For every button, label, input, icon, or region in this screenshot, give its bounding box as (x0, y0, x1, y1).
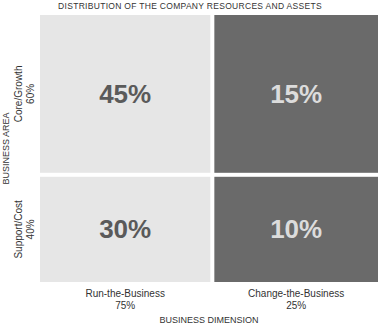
data-label: 45% (99, 79, 151, 109)
chart: DISTRIBUTION OF THE COMPANY RESOURCES AN… (0, 0, 380, 328)
matrix-cell (214, 177, 378, 282)
column-label: Change-the-Business (248, 288, 344, 299)
column-share-label: 25% (286, 300, 306, 311)
data-label: 30% (99, 214, 151, 244)
chart-title: DISTRIBUTION OF THE COMPANY RESOURCES AN… (58, 1, 322, 11)
row-share-label: 60% (25, 84, 36, 104)
column-label: Run-the-Business (85, 288, 164, 299)
row-label: Support/Cost (13, 200, 24, 259)
data-label: 10% (270, 214, 322, 244)
row-label: Core/Growth (13, 66, 24, 123)
row-share-label: 40% (25, 219, 36, 239)
matrix-cell (214, 15, 378, 173)
matrix-cell (40, 15, 210, 173)
data-label: 15% (270, 79, 322, 109)
x-axis-label: BUSINESS DIMENSION (159, 315, 258, 325)
y-axis-label: BUSINESS AREA (1, 112, 11, 184)
column-share-label: 75% (115, 300, 135, 311)
cells (40, 15, 378, 282)
matrix-cell (40, 177, 210, 282)
